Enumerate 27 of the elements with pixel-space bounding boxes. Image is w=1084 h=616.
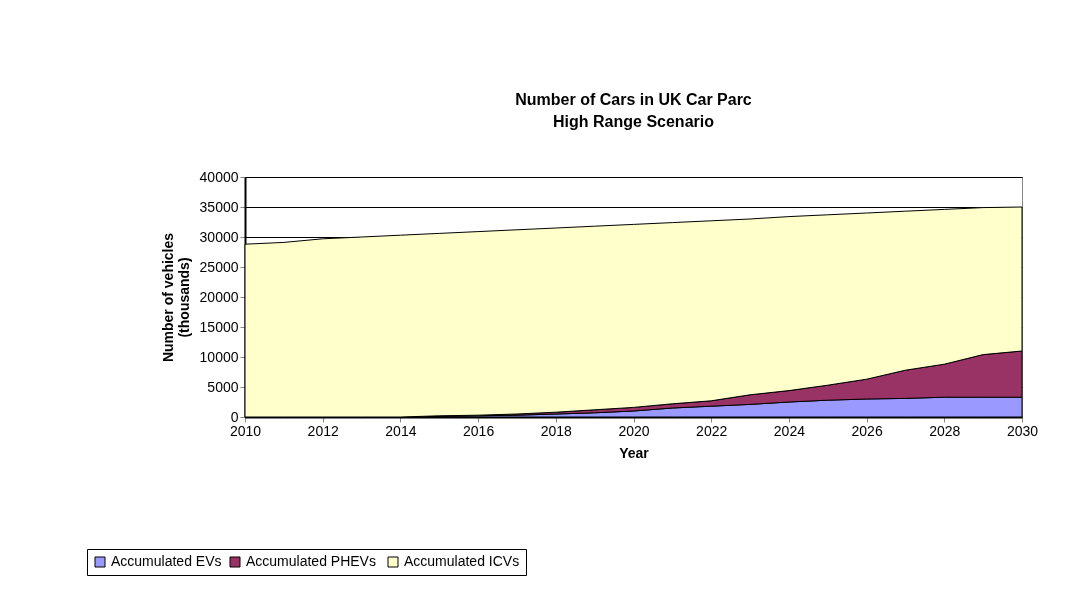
x-tick-label: 2016: [463, 422, 495, 439]
chart-subtitle: High Range Scenario: [553, 113, 715, 130]
x-tick-label: 2024: [773, 422, 806, 439]
x-tick-label: 2026: [851, 422, 883, 439]
y-tick-label: 40000: [199, 168, 239, 185]
x-tick-label: 2018: [540, 422, 573, 439]
x-axis-title: Year: [619, 444, 650, 461]
y-tick-label: 20000: [199, 288, 239, 305]
y-tick-label: 15000: [199, 318, 239, 335]
x-tick-label: 2030: [1006, 422, 1039, 439]
y-tick-label: 25000: [199, 258, 239, 275]
legend-label: Accumulated ICVs: [404, 553, 520, 569]
y-tick-label: 10000: [199, 348, 239, 365]
x-tick-label: 2022: [696, 422, 728, 439]
x-tick-label: 2028: [929, 422, 961, 439]
x-tick-label: 2014: [385, 422, 417, 439]
y-tick-label: 35000: [199, 198, 239, 215]
y-axis-title: Number of vehicles (thousands): [159, 232, 192, 363]
x-tick-label: 2020: [618, 422, 650, 439]
legend-label: Accumulated PHEVs: [246, 553, 376, 569]
y-tick-label: 0: [230, 408, 239, 425]
y-tick-label: 30000: [199, 228, 239, 245]
x-tick-label: 2012: [307, 422, 339, 439]
y-tick-label: 5000: [207, 378, 239, 395]
chart-title: Number of Cars in UK Car Parc: [515, 91, 752, 108]
legend-label: Accumulated EVs: [111, 553, 222, 569]
x-tick-label: 2010: [229, 422, 262, 439]
